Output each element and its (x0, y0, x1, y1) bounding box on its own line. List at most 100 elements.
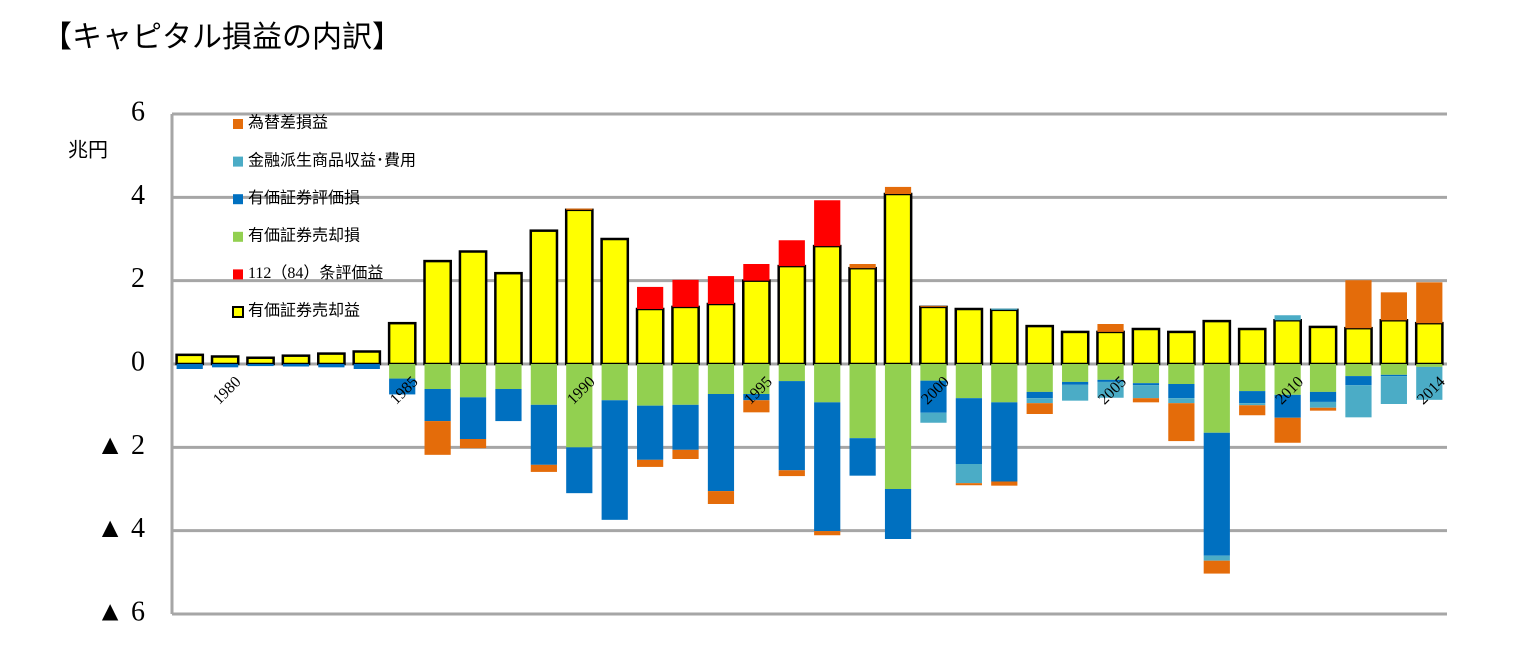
bar-segment (707, 276, 735, 304)
bar-segment (778, 364, 805, 382)
legend-label: 有価証券売却損 (248, 226, 360, 244)
bar-segment (600, 237, 630, 366)
bar-segment (1097, 364, 1124, 380)
bar-segment (635, 307, 665, 366)
bar-segment (566, 208, 593, 210)
bar-segment (637, 405, 664, 460)
legend-label: 金融派生商品収益･費用 (248, 151, 416, 169)
bar-segment (919, 305, 948, 366)
bar-segment (1167, 330, 1196, 366)
legend-swatch (233, 119, 243, 129)
bar-segment (1168, 364, 1195, 384)
legend-label: 為替差損益 (248, 114, 328, 132)
bar-segment (1131, 327, 1161, 366)
bar-segment (389, 364, 416, 379)
bar-segment (530, 364, 557, 405)
bar-segment (1097, 379, 1124, 382)
bar-segment (849, 264, 876, 269)
bar-segment (991, 481, 1018, 486)
bar-segment (814, 402, 841, 532)
bar-segment (210, 355, 240, 366)
bar-segment (1132, 398, 1160, 403)
bar-segment (1097, 324, 1124, 332)
bar-segment (991, 402, 1018, 482)
bar-segment (424, 421, 451, 455)
y-tick-label: ▲ 4 (96, 513, 145, 544)
bar-segment (494, 271, 523, 366)
legend-swatch (233, 156, 243, 167)
bar-segment (743, 394, 770, 401)
bar-segment (176, 364, 203, 369)
bar-segment (884, 489, 912, 539)
legend-label: 有価証券売却益 (248, 302, 360, 320)
bar-segment (1062, 364, 1089, 382)
bar-segment (1274, 417, 1301, 443)
bar-segment (1168, 384, 1195, 399)
bar-segment (1309, 364, 1337, 392)
bar-segment (1274, 394, 1301, 418)
bar-segment (1239, 391, 1266, 404)
bar-segment (672, 279, 699, 307)
legend-label: 112（84）条評価益 (248, 264, 383, 282)
bar-segment (1026, 403, 1053, 414)
bar-segment (389, 378, 416, 395)
bar-segment (955, 464, 982, 484)
bar-segment (1416, 366, 1443, 400)
bar-segment (778, 240, 805, 267)
bar-segment (814, 531, 841, 536)
bar-segment (317, 352, 346, 366)
bar-segment (247, 364, 274, 367)
bar-segment (743, 400, 770, 413)
bar-segment (989, 308, 1019, 366)
bar-segment (1274, 364, 1301, 395)
bar-segment (601, 400, 628, 520)
bar-segment (637, 459, 664, 467)
bar-segment (1274, 315, 1301, 321)
y-tick-label: 2 (131, 263, 145, 294)
legend-swatch (233, 194, 243, 205)
bar-segment (1345, 280, 1372, 329)
bar-segment (742, 279, 771, 366)
bar-segment (601, 364, 628, 401)
bar-segment (1203, 364, 1230, 433)
bar-segment (566, 364, 593, 448)
bar-segment (814, 364, 841, 403)
bar-segment (814, 200, 841, 247)
bar-segment (529, 229, 559, 366)
bar-segment (883, 192, 913, 366)
bar-segment (458, 250, 488, 366)
bar-segment (743, 364, 770, 394)
bar-segment (637, 286, 664, 309)
bar-segment (991, 308, 1018, 310)
bar-segment (353, 364, 380, 369)
bar-segment (849, 438, 876, 476)
bar-segment (1060, 330, 1090, 366)
bar-segment (954, 307, 984, 366)
bar-segment (459, 439, 487, 449)
bar-segment (495, 364, 522, 389)
bar-segment (1380, 376, 1407, 404)
bar-segment (282, 364, 310, 367)
bar-segment (1025, 324, 1055, 366)
bar-segment (1202, 319, 1232, 366)
bar-segment (955, 483, 982, 486)
bar-segment (1026, 398, 1053, 404)
chart-title: 【キャピタル損益の内訳】 (42, 21, 402, 54)
bar-segment (778, 470, 805, 477)
bar-segment (352, 350, 382, 366)
bar-segment (920, 412, 947, 423)
bar-segment (777, 264, 807, 366)
bar-segment (530, 404, 557, 465)
bar-segment (566, 447, 593, 494)
bar-segment (1345, 385, 1372, 418)
bar-segment (672, 364, 699, 405)
bar-segment (1062, 384, 1089, 401)
bar-segment (1026, 364, 1053, 392)
bar-segment (812, 244, 842, 366)
bar-segment (884, 364, 912, 489)
bar-segment (387, 321, 417, 366)
bar-segment (1344, 326, 1373, 366)
bar-segment (1168, 403, 1195, 442)
bar-segment (707, 394, 735, 492)
